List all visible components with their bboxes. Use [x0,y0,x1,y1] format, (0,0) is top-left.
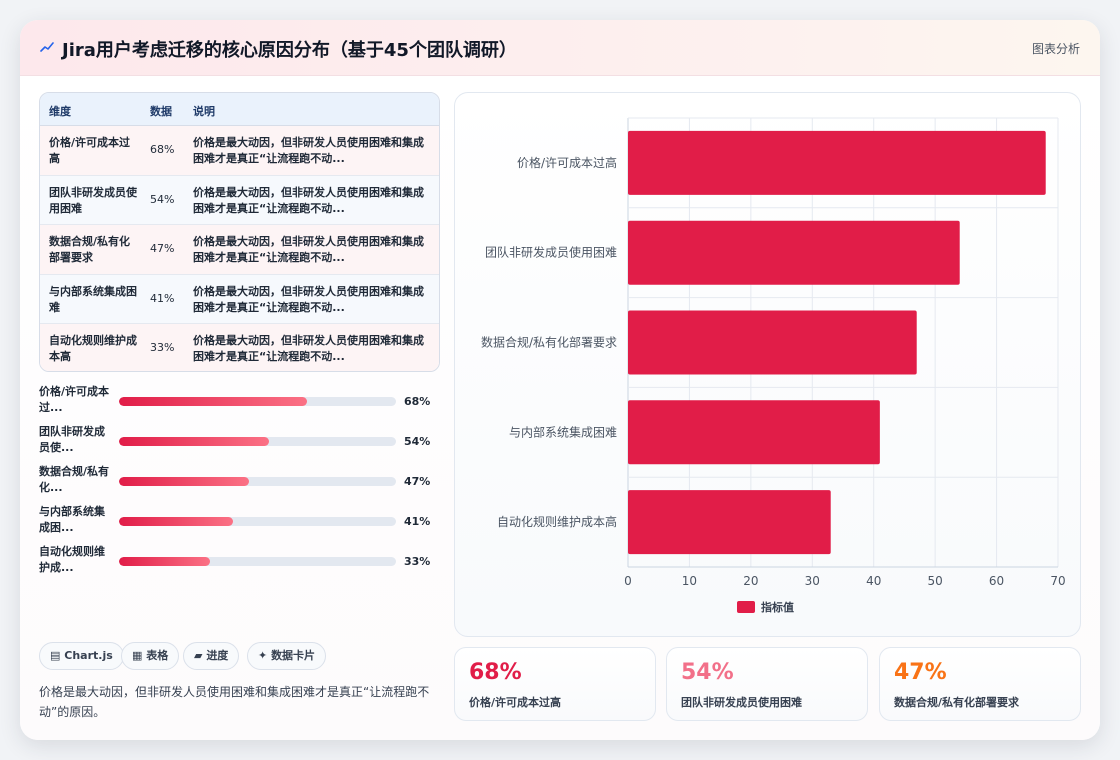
x-tick-label: 10 [682,574,697,588]
progress-label: 数据合规/私有化... [39,465,110,494]
table-header-value: 数据 [150,105,172,118]
tag-progress[interactable]: ▰ 进度 [183,642,240,670]
tag-table[interactable]: ▦ 表格 [121,642,180,670]
table-cell-dimension: 团队非研发成员使用困难 [49,185,137,215]
progress-fill [119,477,250,486]
progress-item: 自动化规则维护成... 33% [39,544,439,578]
progress-item: 团队非研发成员使... 54% [39,424,439,458]
bar-chart: 价格/许可成本过高团队非研发成员使用困难数据合规/私有化部署要求与内部系统集成困… [481,117,1066,614]
category-label: 团队非研发成员使用困难 [485,245,617,260]
tag-data-card[interactable]: ✦ 数据卡片 [247,642,327,670]
progress-fill [119,557,211,566]
table-cell-description: 价格是最大动因，但非研发人员使用困难和集成困难才是真正“让流程跑不动... [193,185,424,215]
x-tick-label: 50 [928,574,943,588]
table-cell-dimension: 数据合规/私有化部署要求 [49,235,131,264]
tag-label: 进度 [206,649,229,662]
data-table: 维度 数据 说明 价格/许可成本过高 68% 价格是最大动因，但非研发人员使用困… [39,92,440,372]
table-row: 价格/许可成本过高 68% 价格是最大动因，但非研发人员使用困难和集成困难才是真… [40,126,439,176]
summary-note: 价格是最大动因，但非研发人员使用困难和集成困难才是真正“让流程跑不动”的原因。 [39,685,430,719]
x-tick-label: 20 [743,574,758,588]
tag-label: Chart.js [64,649,113,662]
table-header: 维度 数据 说明 [40,93,439,126]
bar [628,400,880,465]
x-tick-label: 30 [805,574,820,588]
table-cell-value: 33% [150,341,175,354]
progress-value: 41% [404,515,431,528]
table-row: 团队非研发成员使用困难 54% 价格是最大动因，但非研发人员使用困难和集成困难才… [40,175,439,225]
table-cell-value: 68% [150,143,175,156]
progress-value: 68% [404,395,431,408]
stat-card: 54% 团队非研发成员使用困难 [666,647,868,721]
table-cell-value: 41% [150,291,175,305]
bar [628,490,831,555]
x-tick-label: 70 [1050,574,1065,588]
tag-label: 数据卡片 [271,649,316,662]
progress-item: 与内部系统集成困... 41% [39,504,439,538]
trend-line-icon [40,42,54,52]
progress-item: 价格/许可成本过... 68% [39,384,439,418]
table-cell-value: 54% [150,192,175,206]
stat-card: 47% 数据合规/私有化部署要求 [879,647,1081,721]
table-cell-value: 47% [150,242,175,255]
legend-swatch [737,601,755,613]
progress-track [119,437,396,446]
stat-label: 价格/许可成本过高 [469,696,562,709]
table-cell-description: 价格是最大动因，但非研发人员使用困难和集成困难才是真正“让流程跑不动... [193,284,424,314]
category-label: 数据合规/私有化部署要求 [481,335,617,350]
table-header-description: 说明 [193,105,215,118]
category-label: 价格/许可成本过高 [517,155,617,170]
table-row: 自动化规则维护成本高 33% 价格是最大动因，但非研发人员使用困难和集成困难才是… [40,324,439,371]
header-bar: Jira用户考虑迁移的核心原因分布（基于45个团队调研） 图表分析 [20,20,1100,76]
x-tick-label: 40 [866,574,881,588]
header-tag: 图表分析 [1031,42,1080,56]
stat-value: 54% [681,660,734,685]
legend-label: 指标值 [761,600,794,614]
progress-label: 团队非研发成员使... [39,425,105,454]
progress-fill [119,397,308,406]
bar [628,130,1046,195]
table-cell-description: 价格是最大动因，但非研发人员使用困难和集成困难才是真正“让流程跑不动... [193,136,424,165]
chart-icon: ▤ [50,649,61,662]
dashboard-card: Jira用户考虑迁移的核心原因分布（基于45个团队调研） 图表分析 维度 数据 … [20,20,1100,740]
progress-icon: ▰ [194,649,203,662]
progress-fill [119,517,233,526]
progress-value: 47% [404,475,431,488]
table-cell-dimension: 自动化规则维护成本高 [49,334,137,363]
progress-track [119,517,396,526]
stat-label: 数据合规/私有化部署要求 [894,696,1020,709]
stat-label: 团队非研发成员使用困难 [681,696,802,709]
table-cell-description: 价格是最大动因，但非研发人员使用困难和集成困难才是真正“让流程跑不动... [193,334,424,363]
category-label: 自动化规则维护成本高 [497,514,617,529]
bar [628,220,960,285]
stat-value: 68% [469,660,522,685]
table-header-dimension: 维度 [49,105,71,118]
progress-label: 价格/许可成本过... [39,385,110,414]
category-label: 与内部系统集成困难 [509,424,617,439]
x-tick-label: 0 [624,574,632,588]
tag-chartjs[interactable]: ▤ Chart.js [39,642,124,670]
progress-fill [119,437,269,446]
progress-label: 自动化规则维护成... [39,545,105,574]
tag-label: 表格 [146,649,169,662]
progress-item: 数据合规/私有化... 47% [39,464,439,498]
bar [628,310,917,375]
progress-track [119,397,396,406]
table-cell-dimension: 价格/许可成本过高 [49,136,131,165]
table-icon: ▦ [132,649,143,662]
table-row: 与内部系统集成困难 41% 价格是最大动因，但非研发人员使用困难和集成困难才是真… [40,274,439,324]
table-cell-dimension: 与内部系统集成困难 [49,284,137,314]
table-row: 数据合规/私有化部署要求 47% 价格是最大动因，但非研发人员使用困难和集成困难… [40,225,439,275]
stat-value: 47% [894,660,947,685]
table-cell-description: 价格是最大动因，但非研发人员使用困难和集成困难才是真正“让流程跑不动... [193,235,424,264]
progress-value: 33% [404,555,431,568]
page-title: Jira用户考虑迁移的核心原因分布（基于45个团队调研） [62,40,517,61]
progress-track [119,477,396,486]
sparkle-icon: ✦ [258,649,268,662]
x-tick-label: 60 [989,574,1004,588]
chart-panel: 价格/许可成本过高团队非研发成员使用困难 数据合规/私有化部署要求与内部系统集成困… [454,92,1081,637]
progress-track [119,557,396,566]
progress-value: 54% [404,435,431,448]
stat-card: 68% 价格/许可成本过高 [454,647,656,721]
progress-label: 与内部系统集成困... [39,505,105,534]
